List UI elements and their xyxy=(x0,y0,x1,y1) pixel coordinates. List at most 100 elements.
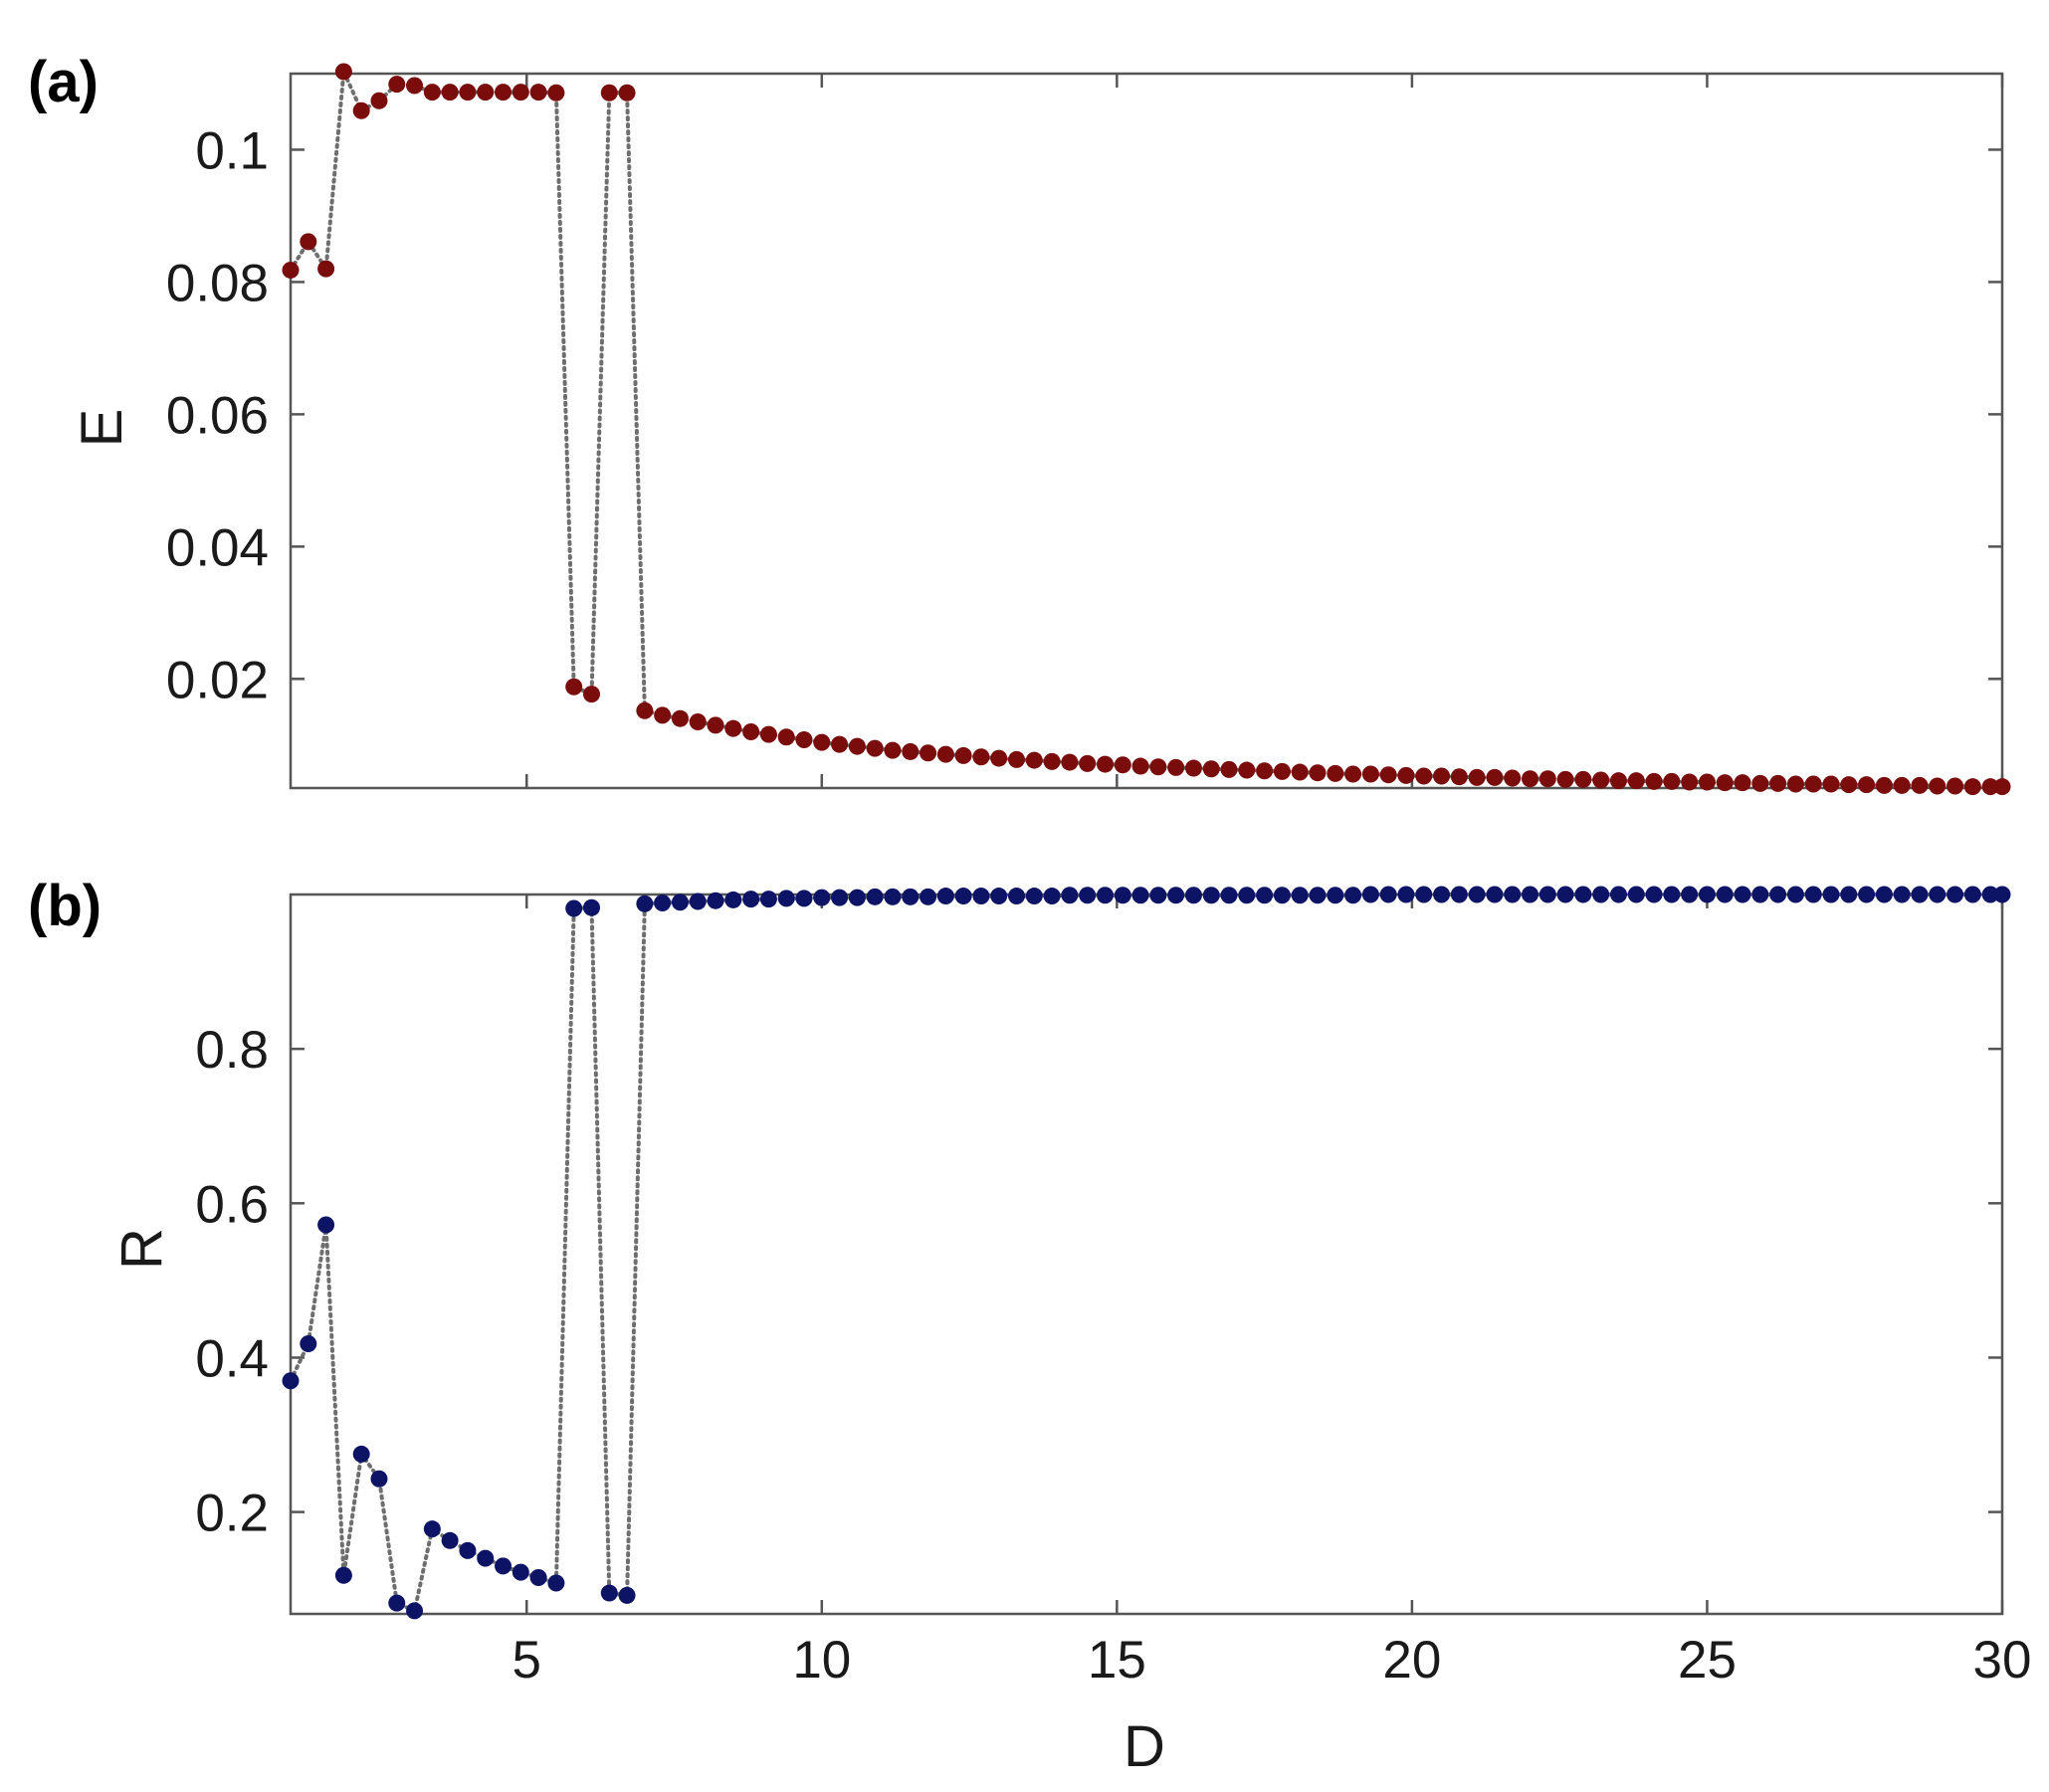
data-point xyxy=(902,888,920,905)
data-point xyxy=(831,735,849,753)
data-point xyxy=(831,889,849,906)
data-point xyxy=(1663,886,1681,903)
data-point xyxy=(618,1586,636,1604)
data-point xyxy=(441,1531,459,1549)
data-point xyxy=(1504,886,1522,903)
data-point xyxy=(1043,752,1061,770)
data-point xyxy=(795,890,813,907)
data-point xyxy=(423,84,441,101)
data-point xyxy=(636,701,654,719)
data-point xyxy=(654,706,672,724)
data-point xyxy=(1840,886,1858,903)
data-point xyxy=(1025,888,1043,905)
data-point xyxy=(1645,772,1663,790)
data-point xyxy=(370,1470,388,1488)
data-point xyxy=(920,744,937,762)
data-point xyxy=(388,76,406,94)
data-point xyxy=(529,1569,547,1587)
data-point xyxy=(600,84,618,101)
x-tick-label: 15 xyxy=(1088,1631,1146,1690)
data-point xyxy=(1167,758,1185,776)
panel-b: (b) R D 5 10 15 20 25 30 0.2 0.4 0.6 0.8 xyxy=(28,874,2031,1779)
data-point xyxy=(1592,886,1610,903)
data-point xyxy=(582,686,600,703)
data-point xyxy=(1786,775,1804,793)
panel-a-frame xyxy=(289,72,2004,790)
data-point xyxy=(1327,764,1344,782)
data-point xyxy=(317,260,335,278)
panel-b-xlabel: D xyxy=(1124,1714,1165,1779)
data-point xyxy=(423,1520,441,1538)
data-point xyxy=(1645,886,1663,903)
data-point xyxy=(954,888,972,905)
data-point xyxy=(495,84,512,101)
data-point xyxy=(1822,886,1840,903)
data-point xyxy=(1981,778,1999,796)
data-point xyxy=(866,739,884,757)
data-point xyxy=(1043,888,1061,905)
data-point xyxy=(813,889,831,906)
data-point xyxy=(1663,772,1681,790)
data-point xyxy=(459,84,477,101)
data-point xyxy=(954,746,972,764)
data-point xyxy=(742,891,760,908)
data-point xyxy=(317,1216,335,1234)
data-point xyxy=(1415,767,1433,785)
data-point xyxy=(1450,768,1468,786)
data-point xyxy=(1609,886,1627,903)
data-point xyxy=(1486,886,1504,903)
y-tick-label: 0.2 xyxy=(195,1485,269,1543)
data-point xyxy=(352,101,370,119)
data-point xyxy=(1008,888,1026,905)
data-point xyxy=(884,741,902,759)
data-point xyxy=(1556,770,1574,788)
data-point xyxy=(600,1584,618,1602)
panel-b-axes: 5 10 15 20 25 30 0.2 0.4 0.6 0.8 xyxy=(195,886,2031,1690)
data-point xyxy=(1114,756,1131,774)
data-point xyxy=(1911,776,1929,794)
data-point xyxy=(441,84,459,101)
data-point xyxy=(300,1334,317,1352)
data-point xyxy=(671,894,689,911)
data-point xyxy=(477,1549,495,1567)
data-point xyxy=(1309,764,1327,782)
data-point xyxy=(1344,765,1362,783)
data-point xyxy=(1574,886,1592,903)
data-point xyxy=(1981,886,1999,903)
data-point xyxy=(1822,775,1840,793)
data-point xyxy=(936,888,954,905)
data-point xyxy=(813,733,831,751)
panel-a-axes: 0.02 0.04 0.06 0.08 0.1 xyxy=(166,63,2011,796)
data-point xyxy=(1149,887,1167,904)
data-point xyxy=(759,891,777,908)
data-point xyxy=(1993,886,2011,903)
data-point xyxy=(1840,776,1858,794)
data-point xyxy=(1131,887,1149,904)
data-point xyxy=(1947,886,1964,903)
data-point xyxy=(1875,776,1893,794)
data-point xyxy=(848,889,866,906)
data-point xyxy=(1202,760,1220,778)
data-point xyxy=(1486,768,1504,786)
y-tick-label: 0.04 xyxy=(166,518,269,577)
data-point xyxy=(1698,886,1716,903)
data-point xyxy=(1681,773,1699,791)
data-point xyxy=(707,892,724,909)
data-point xyxy=(1858,776,1876,794)
data-point xyxy=(1786,886,1804,903)
data-point xyxy=(1504,769,1522,787)
data-point xyxy=(1291,887,1309,904)
data-point xyxy=(477,84,495,101)
data-point xyxy=(689,713,707,731)
data-point xyxy=(1574,770,1592,788)
y-tick-label: 0.6 xyxy=(195,1175,269,1234)
data-point xyxy=(1361,765,1379,783)
data-point xyxy=(636,895,654,912)
data-point xyxy=(1609,772,1627,790)
data-point xyxy=(1008,750,1026,768)
x-tick-label: 5 xyxy=(512,1631,540,1690)
data-point xyxy=(1963,778,1981,796)
data-point xyxy=(1079,887,1097,904)
data-point xyxy=(547,1574,565,1592)
